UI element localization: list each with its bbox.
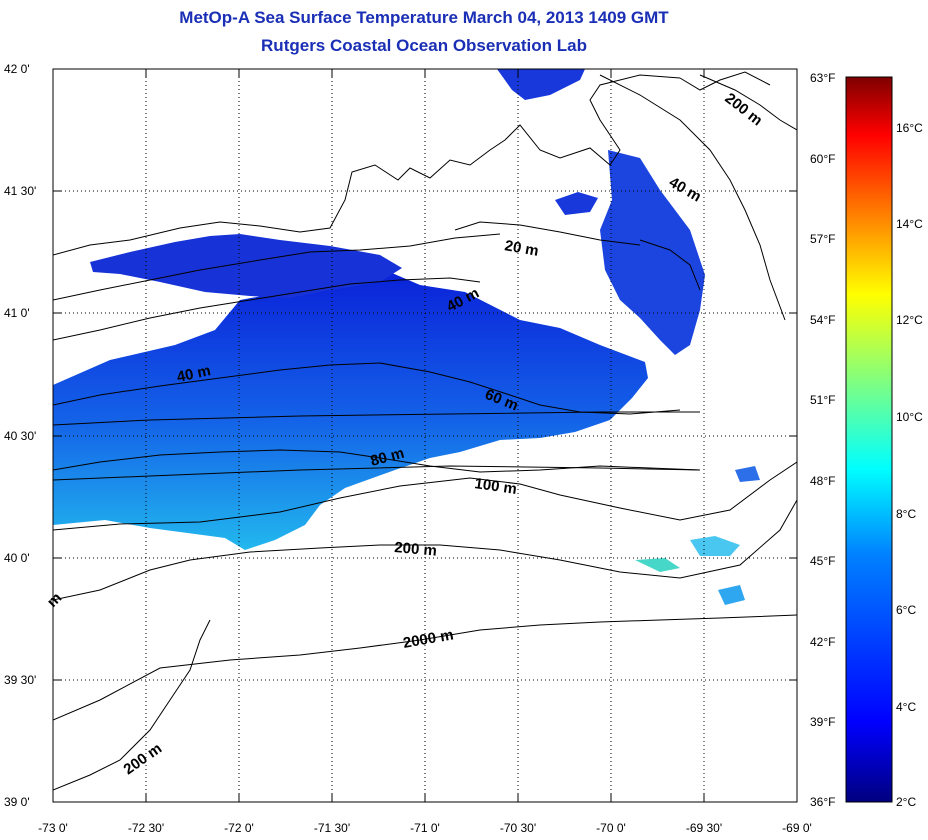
colorbar-f-label: 36°F	[810, 795, 835, 809]
colorbar-c-label: 4°C	[896, 700, 916, 714]
lat-label: 39 30'	[4, 673, 36, 687]
sst-nw-patch	[90, 234, 402, 298]
sst-main-patch	[53, 265, 648, 550]
contour-label: 200 m	[121, 740, 166, 778]
colorbar-c-label: 8°C	[896, 507, 916, 521]
contour-200m-ne	[699, 74, 797, 131]
lon-label: -70 0'	[596, 821, 626, 835]
contour-label: 40 m	[666, 174, 704, 206]
colorbar	[845, 76, 893, 803]
lat-label: 40 30'	[4, 429, 36, 443]
contour-40m-west	[53, 277, 481, 341]
contour-label: 100 m	[473, 475, 517, 498]
longitude-labels: -73 0' -72 30' -72 0' -71 30' -71 0' -70…	[38, 821, 812, 835]
contour-label: 200 m	[394, 539, 438, 560]
lon-label: -72 0'	[224, 821, 254, 835]
colorbar-f-label: 42°F	[810, 635, 835, 649]
minor-ticks	[52, 69, 797, 802]
colorbar-f-label: 63°F	[810, 71, 835, 85]
sst-small-patch-2	[690, 536, 740, 556]
contour-20m	[53, 233, 501, 301]
sst-small-patch-5	[735, 466, 760, 482]
lon-label: -69 0'	[782, 821, 812, 835]
contour-label: 20 m	[503, 237, 540, 260]
lat-label: 41 0'	[4, 306, 30, 320]
latitude-labels: 42 0' 41 30' 41 0' 40 30' 40 0' 39 30' 3…	[4, 62, 36, 809]
colorbar-c-label: 14°C	[896, 217, 923, 231]
lat-label: 39 0'	[4, 795, 30, 809]
colorbar-f-label: 39°F	[810, 715, 835, 729]
colorbar-c-label: 2°C	[896, 795, 916, 809]
shelf-track-1	[53, 411, 700, 426]
grid-lines	[53, 69, 797, 802]
colorbar-f-label: 60°F	[810, 152, 835, 166]
contour-2000m	[53, 614, 797, 721]
shelf-track-2	[53, 465, 701, 481]
colorbar-f-label: 57°F	[810, 232, 835, 246]
colorbar-c-label: 6°C	[896, 603, 916, 617]
lon-label: -71 30'	[314, 821, 350, 835]
colorbar-f-label: 45°F	[810, 554, 835, 568]
colorbar-f-label: 51°F	[810, 393, 835, 407]
contour-labels: 200 m 40 m 20 m 40 m 40 m 60 m 80 m 100 …	[44, 90, 766, 779]
map-title: MetOp-A Sea Surface Temperature March 04…	[179, 8, 669, 27]
lat-label: 40 0'	[4, 551, 30, 565]
sst-small-patch-4	[718, 585, 745, 605]
colorbar-c-label: 16°C	[896, 121, 923, 135]
contour-80m	[53, 449, 701, 473]
contour-40m-east	[599, 74, 786, 321]
sst-north-patch	[497, 69, 585, 100]
map-subtitle: Rutgers Coastal Ocean Observation Lab	[261, 36, 587, 55]
sst-small-patch-1	[555, 192, 598, 215]
colorbar-celsius-labels: 16°C 14°C 12°C 10°C 8°C 6°C 4°C 2°C	[896, 121, 923, 809]
contour-label: 40 m	[175, 362, 212, 386]
contour-label: m	[44, 589, 65, 610]
colorbar-f-label: 54°F	[810, 313, 835, 327]
lon-label: -70 30'	[500, 821, 536, 835]
coastline-contours	[53, 71, 797, 791]
contour-200m-shelf	[53, 499, 797, 601]
lon-label: -73 0'	[38, 821, 68, 835]
lat-label: 41 30'	[4, 184, 36, 198]
lat-label: 42 0'	[4, 62, 30, 76]
coastline-islands	[454, 221, 701, 291]
contour-60m	[53, 362, 681, 415]
contour-100m	[53, 461, 797, 531]
colorbar-f-label: 48°F	[810, 474, 835, 488]
contour-label: 2000 m	[402, 626, 455, 652]
sst-small-patch-3	[635, 558, 680, 572]
coastline-cape	[679, 71, 771, 91]
colorbar-fahrenheit-labels: 63°F 60°F 57°F 54°F 51°F 48°F 45°F 42°F …	[810, 71, 835, 809]
coastline-north	[53, 74, 681, 256]
sst-east-patch	[600, 150, 705, 355]
lon-label: -72 30'	[128, 821, 164, 835]
colorbar-c-label: 10°C	[896, 410, 923, 424]
contour-200m-sw	[53, 619, 211, 791]
lon-label: -71 0'	[410, 821, 440, 835]
colorbar-c-label: 12°C	[896, 313, 923, 327]
sst-field	[53, 69, 760, 605]
lon-label: -69 30'	[686, 821, 722, 835]
